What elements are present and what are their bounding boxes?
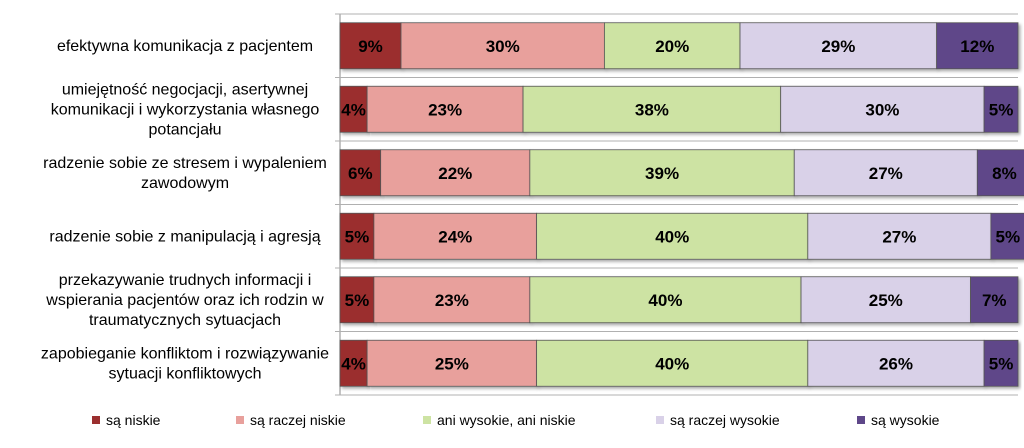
stacked-bar-chart: efektywna komunikacja z pacjentem umiejęt… [41, 13, 1024, 396]
data-label: 12% [960, 37, 994, 56]
bar-segment [604, 22, 741, 70]
data-label: 39% [645, 164, 679, 183]
bar-segment [793, 149, 978, 197]
category-label: sytuacji konfliktowych [109, 365, 262, 382]
legend-swatch [236, 416, 244, 424]
legend-label: ani wysokie, ani niskie [437, 412, 576, 428]
data-label: 30% [486, 37, 520, 56]
bar-segment [807, 212, 992, 260]
category-label: potancjału [149, 121, 222, 138]
bar-segment [522, 85, 782, 133]
legend: są niskie są raczej niskie ani wysokie, an… [0, 406, 1024, 434]
bar-segment [970, 276, 1019, 324]
category-label: efektywna komunikacja z pacjentem [57, 38, 313, 55]
legend-item: są raczej niskie [236, 406, 346, 434]
category-label: zawodowym [141, 175, 229, 192]
value-labels: 9% 30% 20% 29% 12% 4% 23% 38% 30% 5% 6% 22% 39% 27% 8%… [341, 37, 1020, 374]
data-label: 29% [821, 37, 855, 56]
data-label: 7% [982, 291, 1007, 310]
category-label: umiejętność negocjacji, asertywnej [62, 81, 308, 98]
category-label: radzenie sobie z manipulacją i agresją [49, 228, 320, 245]
data-label: 30% [865, 100, 899, 119]
data-label: 5% [996, 227, 1021, 246]
category-label: radzenie sobie ze stresem i wypaleniem [43, 155, 327, 172]
data-label: 4% [341, 100, 366, 119]
bar-segment [536, 339, 809, 387]
data-label: 22% [438, 164, 472, 183]
data-label: 24% [438, 227, 472, 246]
bar-segment [366, 85, 524, 133]
bar-segment [339, 149, 382, 197]
legend-item: ani wysokie, ani niskie [423, 406, 576, 434]
bar-segment [976, 149, 1024, 197]
data-label: 27% [882, 227, 916, 246]
data-label: 5% [989, 100, 1014, 119]
legend-swatch [656, 416, 664, 424]
bar-segment [529, 149, 795, 197]
data-label: 5% [989, 354, 1014, 373]
data-label: 5% [345, 291, 370, 310]
data-label: 5% [345, 227, 370, 246]
data-label: 40% [655, 227, 689, 246]
bar-segment [807, 339, 985, 387]
plot-area [335, 13, 1018, 396]
bar-segment [380, 149, 531, 197]
bar-segment [373, 212, 538, 260]
data-label: 6% [348, 164, 373, 183]
bar-segment [339, 276, 375, 324]
category-label: przekazywanie trudnych informacji i [59, 272, 312, 289]
bar-segment [990, 212, 1024, 260]
category-label: komunikacji i wykorzystania własnego [51, 101, 320, 118]
bar-segment [800, 276, 971, 324]
bar-segment [373, 276, 531, 324]
data-label: 27% [869, 164, 903, 183]
category-label: zapobieganie konfliktom i rozwiązywanie [41, 345, 329, 362]
data-label: 40% [655, 354, 689, 373]
legend-item: są wysokie [857, 406, 939, 434]
legend-label: są raczej niskie [250, 412, 346, 428]
bar-segment [780, 85, 985, 133]
category-labels: efektywna komunikacja z pacjentem umiejęt… [41, 38, 329, 383]
data-label: 20% [655, 37, 689, 56]
bar-segment [936, 22, 1019, 70]
bar-segment [339, 85, 368, 133]
bars [339, 22, 1024, 387]
data-label: 38% [635, 100, 669, 119]
bar-segment [339, 22, 402, 70]
legend-swatch [92, 416, 100, 424]
category-label: traumatycznych sytuacjach [89, 312, 281, 329]
data-label: 25% [435, 354, 469, 373]
data-label: 23% [428, 100, 462, 119]
data-label: 26% [879, 354, 913, 373]
bar-segment [536, 212, 809, 260]
data-label: 9% [358, 37, 383, 56]
category-label: wspierania pacjentów oraz ich rodzin w [45, 292, 324, 309]
legend-label: są raczej wysokie [670, 412, 780, 428]
data-label: 25% [869, 291, 903, 310]
legend-label: są niskie [106, 412, 161, 428]
bar-segment [983, 339, 1019, 387]
data-label: 40% [648, 291, 682, 310]
legend-item: są raczej wysokie [656, 406, 780, 434]
legend-swatch [857, 416, 865, 424]
bar-segment [339, 212, 375, 260]
legend-swatch [423, 416, 431, 424]
data-label: 23% [435, 291, 469, 310]
bar-segment [983, 85, 1019, 133]
legend-label: są wysokie [871, 412, 940, 428]
bar-segment [529, 276, 802, 324]
bar-segment [400, 22, 605, 70]
data-label: 4% [341, 354, 366, 373]
legend-item: są niskie [92, 406, 160, 434]
data-label: 8% [992, 164, 1017, 183]
